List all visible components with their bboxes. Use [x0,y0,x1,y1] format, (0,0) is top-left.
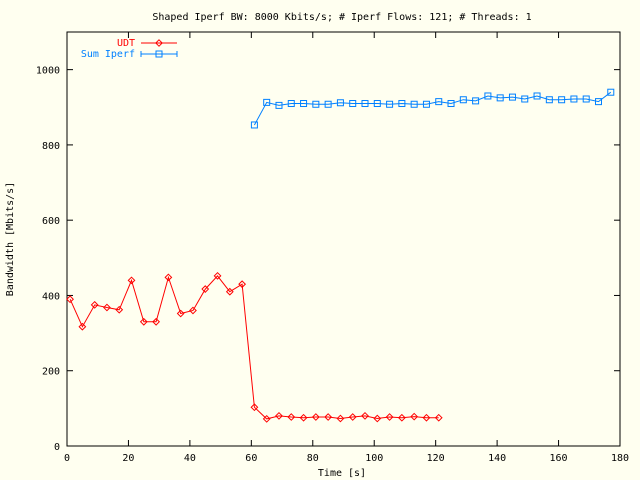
series-line-udt [69,275,439,420]
x-axis-title: Time [s] [318,468,366,479]
data-point-sum-iperf [287,100,295,108]
x-tick-label: 80 [307,453,319,464]
data-point-sum-iperf [496,94,504,102]
x-tick-label: 20 [122,453,134,464]
x-tick-label: 160 [550,453,568,464]
data-point-sum-iperf [361,100,369,108]
data-point-udt [422,413,431,422]
x-tick-label: 180 [611,453,629,464]
data-point-sum-iperf [349,100,357,108]
data-point-sum-iperf [410,100,418,108]
data-point-udt [324,413,333,421]
data-point-udt [152,317,161,326]
data-point-sum-iperf [373,100,381,108]
data-point-sum-iperf [582,95,590,103]
y-tick-label: 0 [54,442,60,453]
data-point-sum-iperf [472,97,480,105]
data-point-udt [336,414,345,423]
series-sum-iperf [250,88,615,129]
y-tick-label: 400 [42,291,60,302]
data-point-sum-iperf [312,100,320,108]
data-point-udt [275,411,283,420]
x-tick-label: 100 [365,453,383,464]
data-point-udt [238,280,247,289]
data-point-udt [127,276,136,285]
y-tick-label: 600 [42,216,60,227]
data-point-udt [250,403,259,412]
data-point-sum-iperf [558,96,566,104]
data-point-udt [299,413,308,422]
x-tick-label: 40 [184,453,196,464]
data-point-sum-iperf [263,98,271,106]
data-point-sum-iperf [275,101,283,109]
data-point-sum-iperf [459,96,467,104]
data-point-udt [361,411,369,420]
data-point-udt [201,285,210,293]
data-point-sum-iperf [336,99,344,107]
data-point-udt [348,413,357,421]
legend-label-sum-iperf: Sum Iperf [81,49,135,60]
data-point-sum-iperf [386,100,394,108]
data-point-udt [139,317,148,326]
series-udt [66,271,443,423]
data-point-udt [176,309,185,318]
x-tick-label: 120 [427,453,445,464]
data-point-sum-iperf [607,88,615,96]
data-point-udt [189,306,197,315]
data-point-udt [78,322,87,331]
legend-marker-udt [155,39,163,47]
data-point-sum-iperf [508,93,516,101]
data-point-sum-iperf [521,95,529,103]
y-axis-title: Bandwidth [Mbits/s] [5,182,16,296]
legend-label-udt: UDT [117,38,135,49]
data-point-udt [225,287,234,296]
data-point-sum-iperf [545,96,553,104]
data-point-sum-iperf [300,100,308,108]
data-point-sum-iperf [594,98,602,106]
legend-marker-sum-iperf [155,50,163,58]
data-point-udt [410,412,419,421]
data-point-udt [103,303,111,312]
data-point-udt [287,413,296,421]
data-point-udt [66,295,74,304]
chart-title: Shaped Iperf BW: 8000 Kbits/s; # Iperf F… [152,12,531,23]
series-line-sum-iperf [253,91,612,126]
data-point-udt [434,413,443,422]
y-tick-label: 1000 [36,66,60,77]
data-point-udt [164,273,173,282]
data-point-sum-iperf [435,98,443,106]
data-point-sum-iperf [484,92,492,100]
x-tick-label: 0 [64,453,70,464]
data-point-udt [115,305,124,314]
data-point-sum-iperf [570,95,578,103]
y-tick-label: 200 [42,367,60,378]
data-point-udt [90,300,99,309]
x-tick-label: 140 [488,453,506,464]
data-point-udt [373,414,382,423]
y-tick-label: 800 [42,141,60,152]
data-point-sum-iperf [447,100,455,108]
plot-area-frame [66,31,621,447]
x-tick-label: 60 [245,453,257,464]
data-point-sum-iperf [324,100,332,108]
data-point-udt [385,413,394,421]
data-point-sum-iperf [422,100,430,108]
data-point-sum-iperf [533,92,541,100]
data-point-udt [311,413,320,421]
data-point-udt [397,413,406,422]
data-point-sum-iperf [250,121,258,129]
data-point-udt [262,414,271,423]
data-point-sum-iperf [398,100,406,108]
data-point-udt [213,271,222,280]
